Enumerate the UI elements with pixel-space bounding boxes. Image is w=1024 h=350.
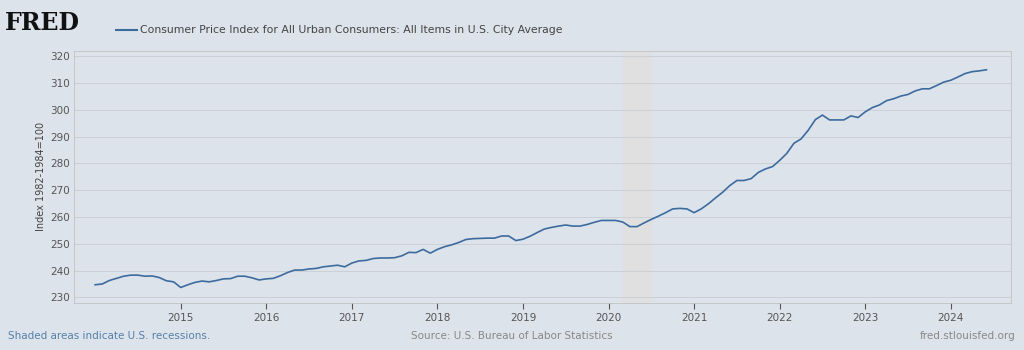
- Bar: [623, 51, 651, 303]
- Text: FRED: FRED: [5, 10, 80, 35]
- Text: fred.stlouisfed.org: fred.stlouisfed.org: [920, 331, 1016, 341]
- Text: Shaded areas indicate U.S. recessions.: Shaded areas indicate U.S. recessions.: [8, 331, 211, 341]
- Text: Source: U.S. Bureau of Labor Statistics: Source: U.S. Bureau of Labor Statistics: [412, 331, 612, 341]
- Y-axis label: Index 1982-1984=100: Index 1982-1984=100: [36, 122, 46, 231]
- Text: Consumer Price Index for All Urban Consumers: All Items in U.S. City Average: Consumer Price Index for All Urban Consu…: [140, 25, 563, 35]
